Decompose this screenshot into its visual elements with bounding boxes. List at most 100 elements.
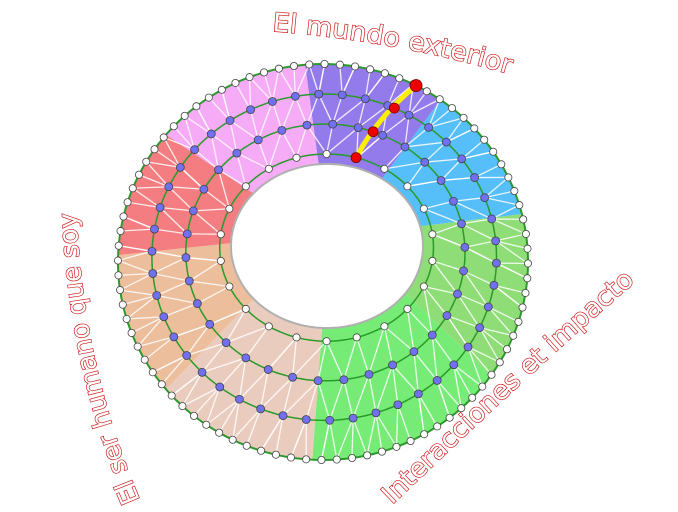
mesh-line — [463, 270, 489, 308]
mesh-line — [423, 208, 462, 225]
white-node — [192, 102, 201, 111]
blue-node — [246, 105, 255, 115]
blue-node — [400, 142, 410, 152]
mesh-line — [160, 206, 194, 212]
mesh-line — [431, 334, 438, 381]
mesh-line — [432, 223, 462, 235]
mesh-line — [248, 77, 252, 110]
mesh-line — [431, 334, 455, 366]
blue-node — [182, 229, 192, 239]
blue-node — [184, 276, 194, 286]
mesh-line — [496, 262, 528, 279]
mesh-line — [461, 223, 496, 242]
mesh-line — [467, 346, 493, 376]
mesh-line — [278, 68, 296, 97]
mesh-line — [368, 374, 377, 413]
mesh-line — [357, 98, 367, 128]
mesh-line — [424, 158, 462, 163]
triangulation-mesh — [117, 63, 529, 461]
white-node — [428, 256, 437, 265]
blue-node — [169, 332, 179, 342]
mesh-line — [118, 245, 153, 252]
mesh-line — [357, 104, 389, 129]
mesh-line — [495, 240, 528, 250]
mesh-line — [156, 294, 198, 305]
mesh-line — [329, 379, 345, 421]
mesh-line — [467, 346, 501, 363]
mesh-line — [156, 280, 190, 297]
mesh-line — [343, 379, 354, 419]
mesh-line — [145, 161, 170, 188]
mesh-line — [271, 101, 283, 131]
white-node — [264, 164, 273, 173]
white-node — [392, 442, 401, 451]
white-node — [264, 322, 273, 331]
blue-node — [442, 311, 452, 320]
mesh-line — [383, 325, 415, 353]
white-node — [225, 282, 234, 291]
white-node — [142, 157, 151, 166]
mesh-line — [436, 380, 462, 409]
mesh-line — [467, 346, 483, 387]
blue-node — [325, 415, 335, 425]
mesh-line — [193, 208, 230, 212]
inner-hole — [229, 163, 425, 329]
blue-node — [491, 236, 501, 246]
white-node — [271, 450, 280, 459]
white-node — [128, 184, 137, 193]
white-node — [119, 212, 128, 221]
mesh-line — [168, 186, 204, 190]
white-node — [133, 342, 142, 351]
white-node — [122, 314, 131, 323]
mesh-line — [117, 250, 153, 262]
blue-node — [449, 360, 459, 370]
mesh-line — [351, 418, 354, 459]
blue-node — [221, 338, 231, 348]
mesh-line — [232, 399, 241, 440]
white-node — [380, 164, 389, 173]
mesh-line — [210, 133, 220, 170]
mesh-line — [181, 372, 203, 407]
blue-node — [181, 253, 191, 262]
mesh-line — [245, 325, 270, 359]
mesh-line — [234, 82, 252, 110]
mesh-line — [461, 218, 492, 225]
blue-node — [409, 347, 419, 357]
blue-node — [301, 415, 311, 424]
mesh-line — [246, 408, 262, 446]
white-node — [510, 187, 519, 196]
blue-node — [475, 323, 485, 333]
mesh-line — [154, 148, 181, 168]
mesh-line — [332, 94, 343, 125]
mesh-line — [151, 250, 187, 259]
mesh-line — [137, 316, 165, 348]
mesh-line — [184, 115, 196, 150]
blue-node — [339, 375, 349, 385]
blue-node — [480, 193, 490, 203]
white-node — [420, 430, 429, 439]
mesh-line — [221, 89, 231, 121]
white-node — [487, 370, 496, 379]
mesh-line — [406, 308, 415, 352]
mesh-line — [464, 246, 497, 264]
white-node — [380, 69, 389, 78]
white-node — [305, 60, 314, 69]
mesh-line — [281, 130, 298, 159]
ring-segment — [118, 243, 254, 390]
white-node — [118, 300, 127, 309]
white-node — [523, 259, 532, 268]
white-node — [228, 435, 237, 444]
mesh-line — [368, 326, 386, 375]
blue-node — [378, 130, 387, 140]
blue-node — [188, 206, 198, 216]
white-node — [478, 382, 487, 391]
blue-node — [148, 269, 158, 278]
mesh-line — [197, 285, 230, 305]
mesh-line — [294, 64, 310, 97]
mesh-line — [428, 99, 441, 128]
mesh-line — [225, 325, 270, 344]
mesh-line — [159, 207, 188, 235]
mesh-line — [282, 377, 294, 416]
mesh-line — [295, 124, 308, 158]
white-node — [217, 85, 226, 94]
